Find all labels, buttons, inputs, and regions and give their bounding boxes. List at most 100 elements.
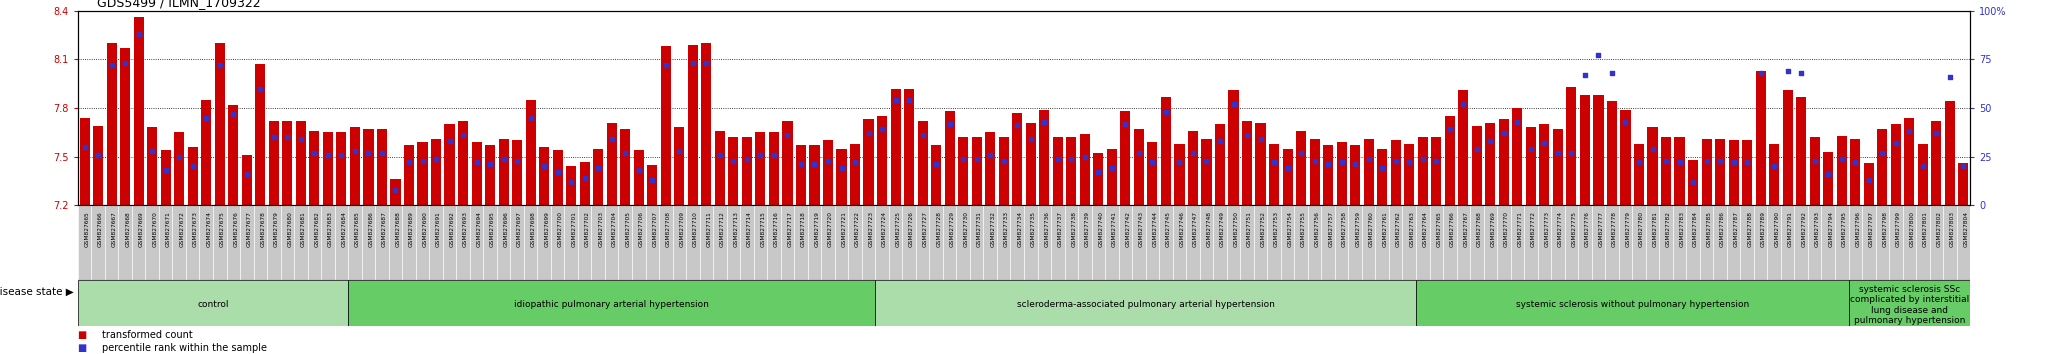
Bar	[242, 155, 252, 205]
Bar	[1106, 149, 1116, 205]
Bar	[903, 88, 913, 205]
Bar	[795, 205, 807, 280]
Point	[1948, 164, 1980, 169]
Text: GSM827769: GSM827769	[1491, 211, 1495, 247]
Bar	[485, 145, 496, 205]
Bar	[1661, 137, 1671, 205]
Bar	[1810, 137, 1821, 205]
Text: GSM827675: GSM827675	[219, 211, 225, 247]
Bar	[442, 205, 457, 280]
Text: GSM827728: GSM827728	[936, 211, 942, 247]
Bar	[1714, 205, 1726, 280]
Point	[1772, 68, 1804, 74]
Bar	[1878, 129, 1888, 205]
Bar	[1524, 205, 1538, 280]
Bar	[1038, 110, 1049, 205]
Bar	[606, 122, 616, 205]
Text: GSM827739: GSM827739	[1085, 211, 1090, 247]
Point	[1663, 160, 1696, 165]
Text: percentile rank within the sample: percentile rank within the sample	[102, 343, 268, 353]
Bar	[375, 205, 389, 280]
Text: GSM827710: GSM827710	[692, 211, 698, 247]
Text: disease state ▶: disease state ▶	[0, 287, 74, 297]
Text: GSM827674: GSM827674	[207, 211, 211, 247]
Text: GSM827797: GSM827797	[1868, 211, 1874, 247]
Point	[1812, 171, 1845, 177]
Bar	[553, 150, 563, 205]
Bar	[215, 43, 225, 205]
Bar	[362, 205, 375, 280]
Bar	[768, 205, 780, 280]
Point	[338, 148, 371, 154]
Point	[229, 171, 262, 177]
Text: GDS5499 / ILMN_1709322: GDS5499 / ILMN_1709322	[96, 0, 260, 10]
Bar	[1956, 205, 1970, 280]
Point	[1393, 160, 1425, 165]
Point	[635, 177, 668, 183]
Text: GSM827693: GSM827693	[463, 211, 469, 247]
Bar	[1227, 205, 1241, 280]
Bar	[580, 161, 590, 205]
Text: GSM827800: GSM827800	[1909, 211, 1915, 247]
Text: GSM827703: GSM827703	[598, 211, 604, 247]
Point	[190, 115, 223, 120]
Bar	[983, 205, 997, 280]
Bar	[1862, 205, 1876, 280]
Point	[866, 126, 899, 132]
Bar	[1161, 97, 1171, 205]
Bar	[295, 121, 305, 205]
Point	[1554, 150, 1587, 155]
Text: GSM827737: GSM827737	[1057, 211, 1063, 247]
Point	[1866, 150, 1898, 155]
Bar	[1024, 205, 1038, 280]
Text: GSM827724: GSM827724	[883, 211, 887, 247]
Bar	[1917, 144, 1927, 205]
Bar	[1849, 280, 1970, 326]
Point	[934, 121, 967, 126]
Text: GSM827741: GSM827741	[1112, 211, 1116, 247]
Bar	[1038, 205, 1051, 280]
Point	[135, 148, 168, 154]
Bar	[1618, 205, 1632, 280]
Point	[1110, 121, 1143, 126]
Text: GSM827803: GSM827803	[1950, 211, 1956, 247]
Point	[731, 156, 764, 161]
Bar	[201, 100, 211, 205]
Text: GSM827716: GSM827716	[774, 211, 778, 247]
Bar	[1550, 205, 1565, 280]
Bar	[565, 166, 575, 205]
Point	[94, 62, 127, 68]
Point	[1204, 138, 1237, 144]
Point	[623, 167, 655, 173]
Point	[1892, 129, 1925, 134]
Point	[1933, 74, 1966, 80]
Point	[109, 60, 141, 66]
Bar	[1821, 205, 1835, 280]
Bar	[1053, 137, 1063, 205]
Bar	[309, 131, 319, 205]
Point	[758, 152, 791, 158]
Bar	[1823, 152, 1833, 205]
Bar	[633, 205, 645, 280]
Point	[1825, 156, 1858, 161]
Point	[1569, 72, 1602, 78]
Bar	[756, 132, 766, 205]
Bar	[526, 100, 537, 205]
Bar	[1579, 205, 1591, 280]
Text: GSM827798: GSM827798	[1882, 211, 1888, 247]
Text: GSM827684: GSM827684	[342, 211, 346, 247]
Text: GSM827720: GSM827720	[827, 211, 834, 247]
Text: GSM827734: GSM827734	[1018, 211, 1022, 247]
Bar	[119, 205, 131, 280]
Bar	[1321, 205, 1335, 280]
Bar	[498, 139, 508, 205]
Text: GSM827740: GSM827740	[1098, 211, 1104, 247]
Text: GSM827718: GSM827718	[801, 211, 807, 247]
Bar	[797, 145, 807, 205]
Text: GSM827682: GSM827682	[313, 211, 319, 247]
Bar	[430, 139, 440, 205]
Text: GSM827776: GSM827776	[1585, 211, 1589, 247]
Bar	[821, 205, 836, 280]
Point	[1081, 170, 1114, 175]
Bar	[295, 205, 307, 280]
